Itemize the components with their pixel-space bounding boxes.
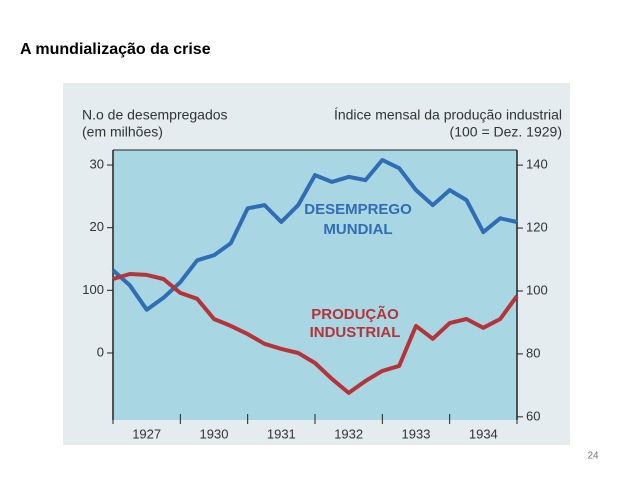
- page-number: 24: [587, 451, 599, 462]
- y2-tick-label: 80: [526, 345, 540, 360]
- y-tick-label: 0: [97, 344, 104, 359]
- series-label: MUNDIAL: [323, 221, 392, 238]
- left-axis-label: (em milhões): [82, 124, 163, 140]
- left-axis-label: N.o de desempregados: [82, 107, 228, 123]
- series-label: INDUSTRIAL: [310, 324, 401, 341]
- series-label: DESEMPREGO: [304, 201, 412, 218]
- x-tick-label: 1934: [469, 426, 498, 441]
- slide-title: A mundialização da crise: [20, 41, 211, 58]
- x-tick-label: 1930: [200, 426, 229, 441]
- series-line: [111, 158, 518, 312]
- x-tick-label: 1932: [334, 426, 363, 441]
- series-line: [112, 272, 519, 395]
- y-tick-label: 20: [90, 219, 104, 234]
- right-axis-label: Índice mensal da produção industrial: [334, 107, 562, 123]
- right-axis-label: (100 = Dez. 1929): [450, 124, 562, 140]
- y2-tick-label: 100: [526, 282, 548, 297]
- x-tick-label: 1931: [267, 426, 296, 441]
- y2-tick-label: 60: [526, 408, 540, 423]
- plot-area: [113, 150, 517, 420]
- y-tick-label: 30: [90, 156, 104, 171]
- series-label: PRODUÇÃO: [311, 305, 399, 323]
- y-tick-label: 100: [82, 282, 104, 297]
- y2-tick-label: 140: [526, 157, 548, 172]
- x-tick-label: 1933: [402, 426, 431, 441]
- x-tick-label: 1927: [132, 426, 161, 441]
- y2-tick-label: 120: [526, 219, 548, 234]
